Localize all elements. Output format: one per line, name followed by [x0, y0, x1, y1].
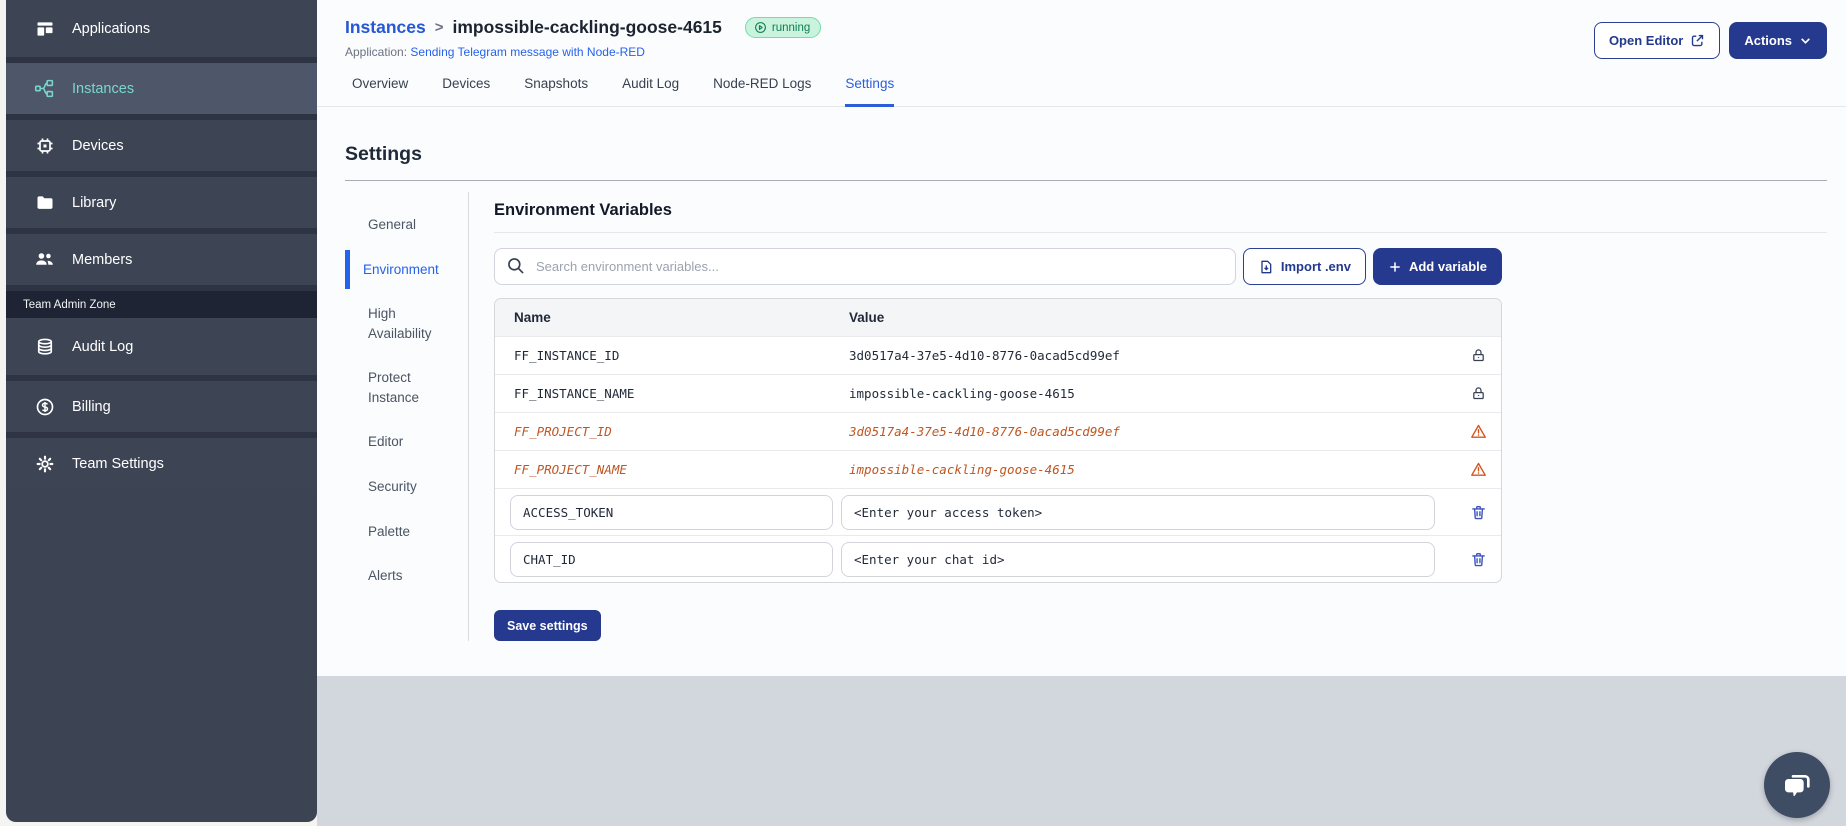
sidebar-item-instances[interactable]: Instances: [6, 57, 317, 114]
subnav-item-general[interactable]: General: [368, 217, 417, 232]
env-value-input[interactable]: [841, 494, 1435, 530]
subnav-item-editor[interactable]: Editor: [368, 434, 404, 450]
application-line: Application: Sending Telegram message wi…: [345, 45, 1826, 59]
sidebar-item-label: Devices: [72, 137, 124, 154]
search-icon: [506, 256, 526, 276]
table-row: [495, 535, 1501, 582]
play-circle-icon: [754, 21, 767, 34]
env-name-input[interactable]: [510, 541, 833, 577]
page-header: Instances > impossible-cackling-goose-46…: [317, 0, 1846, 59]
sidebar-item-label: Applications: [72, 20, 151, 37]
subnav-item-palette[interactable]: Palette: [368, 523, 411, 539]
sidebar-item-label: Instances: [72, 80, 135, 97]
table-row: FF_INSTANCE_NAME impossible-cackling-goo…: [495, 374, 1501, 412]
sidebar-item-audit-log[interactable]: Audit Log: [6, 318, 317, 375]
subnav-item-high-availability[interactable]: High Availability: [368, 306, 432, 341]
trash-icon[interactable]: [1455, 504, 1501, 521]
trash-icon[interactable]: [1455, 551, 1501, 568]
env-variables-table: Name Value FF_INSTANCE_ID 3d0517a4-37e5-…: [494, 298, 1502, 583]
search-input[interactable]: [494, 248, 1236, 285]
plus-icon: [1388, 260, 1402, 274]
env-name: FF_INSTANCE_NAME: [514, 386, 635, 401]
tab-audit-log[interactable]: Audit Log: [622, 76, 680, 91]
tab-snapshots[interactable]: Snapshots: [524, 76, 589, 91]
main-content: Instances > impossible-cackling-goose-46…: [317, 0, 1846, 676]
sidebar-item-billing[interactable]: Billing: [6, 375, 317, 432]
env-value: 3d0517a4-37e5-4d10-8776-0acad5cd99ef: [849, 348, 1120, 363]
section-title: Environment Variables: [494, 192, 1827, 233]
sidebar-item-label: Billing: [72, 398, 111, 415]
sidebar-item-members[interactable]: Members: [6, 228, 317, 285]
sidebar-section-team-admin-zone: Team Admin Zone: [6, 285, 317, 318]
env-value: impossible-cackling-goose-4615: [849, 386, 1075, 401]
members-icon: [34, 249, 55, 270]
sidebar: Applications Instances Devices Libr: [6, 0, 317, 822]
env-name: FF_PROJECT_ID: [514, 424, 612, 439]
billing-icon: [34, 396, 55, 417]
application-label: Application:: [345, 45, 408, 59]
audit-log-icon: [34, 336, 55, 357]
application-link[interactable]: Sending Telegram message with Node-RED: [410, 45, 645, 59]
table-row: FF_PROJECT_ID 3d0517a4-37e5-4d10-8776-0a…: [495, 412, 1501, 450]
breadcrumb-instances-link[interactable]: Instances: [345, 17, 426, 37]
status-badge: running: [744, 17, 822, 38]
instance-tabs: Overview Devices Snapshots Audit Log Nod…: [317, 76, 1846, 107]
sidebar-item-label: Audit Log: [72, 338, 134, 355]
settings-title: Settings: [345, 143, 422, 165]
applications-icon: [34, 18, 55, 39]
warning-icon: [1455, 461, 1501, 478]
warning-icon: [1455, 423, 1501, 440]
table-row: FF_INSTANCE_ID 3d0517a4-37e5-4d10-8776-0…: [495, 336, 1501, 374]
lock-icon: [1455, 348, 1501, 363]
lock-icon: [1455, 386, 1501, 401]
page-title: impossible-cackling-goose-4615: [452, 17, 722, 37]
sidebar-item-library[interactable]: Library: [6, 171, 317, 228]
table-header-row: Name Value: [495, 299, 1501, 336]
import-file-icon: [1258, 259, 1274, 275]
sidebar-item-label: Members: [72, 251, 133, 268]
team-settings-icon: [34, 453, 55, 474]
add-variable-button[interactable]: Add variable: [1372, 248, 1502, 285]
actions-button[interactable]: Actions: [1729, 22, 1827, 59]
footer-area: [317, 676, 1846, 826]
breadcrumb: Instances > impossible-cackling-goose-46…: [345, 17, 1826, 38]
tab-overview[interactable]: Overview: [352, 76, 409, 91]
sidebar-item-label: Library: [72, 194, 117, 211]
env-value-input[interactable]: [841, 541, 1435, 577]
import-env-button[interactable]: Import .env: [1242, 248, 1366, 285]
env-name: FF_PROJECT_NAME: [514, 462, 627, 477]
chevron-down-icon: [1799, 34, 1812, 47]
sidebar-item-label: Team Settings: [72, 455, 164, 472]
tab-devices[interactable]: Devices: [442, 76, 491, 91]
subnav-item-security[interactable]: Security: [368, 478, 417, 494]
save-settings-button[interactable]: Save settings: [494, 610, 601, 641]
tab-node-red-logs[interactable]: Node-RED Logs: [713, 76, 812, 91]
column-header-value: Value: [849, 310, 885, 325]
chat-widget-button[interactable]: [1764, 752, 1830, 818]
column-header-name: Name: [514, 310, 551, 325]
chat-icon: [1781, 769, 1813, 801]
sidebar-item-devices[interactable]: Devices: [6, 114, 317, 171]
library-icon: [34, 192, 55, 213]
table-row: [495, 488, 1501, 535]
sidebar-item-team-settings[interactable]: Team Settings: [6, 432, 317, 489]
settings-subnav: General Environment High Availability Pr…: [345, 192, 469, 641]
subnav-item-protect-instance[interactable]: Protect Instance: [368, 370, 420, 405]
subnav-item-environment[interactable]: Environment: [345, 249, 468, 290]
env-name: FF_INSTANCE_ID: [514, 348, 620, 363]
breadcrumb-separator: >: [434, 19, 444, 36]
env-value: 3d0517a4-37e5-4d10-8776-0acad5cd99ef: [849, 424, 1120, 439]
table-row: FF_PROJECT_NAME impossible-cackling-goos…: [495, 450, 1501, 488]
open-editor-button[interactable]: Open Editor: [1593, 22, 1721, 59]
external-link-icon: [1690, 33, 1705, 48]
tab-settings[interactable]: Settings: [845, 76, 895, 107]
env-name-input[interactable]: [510, 494, 833, 530]
settings-divider: [345, 180, 1827, 181]
env-value: impossible-cackling-goose-4615: [849, 462, 1075, 477]
sidebar-item-applications[interactable]: Applications: [6, 0, 317, 57]
devices-icon: [34, 135, 55, 156]
subnav-item-alerts[interactable]: Alerts: [368, 568, 403, 584]
instances-icon: [34, 78, 55, 99]
